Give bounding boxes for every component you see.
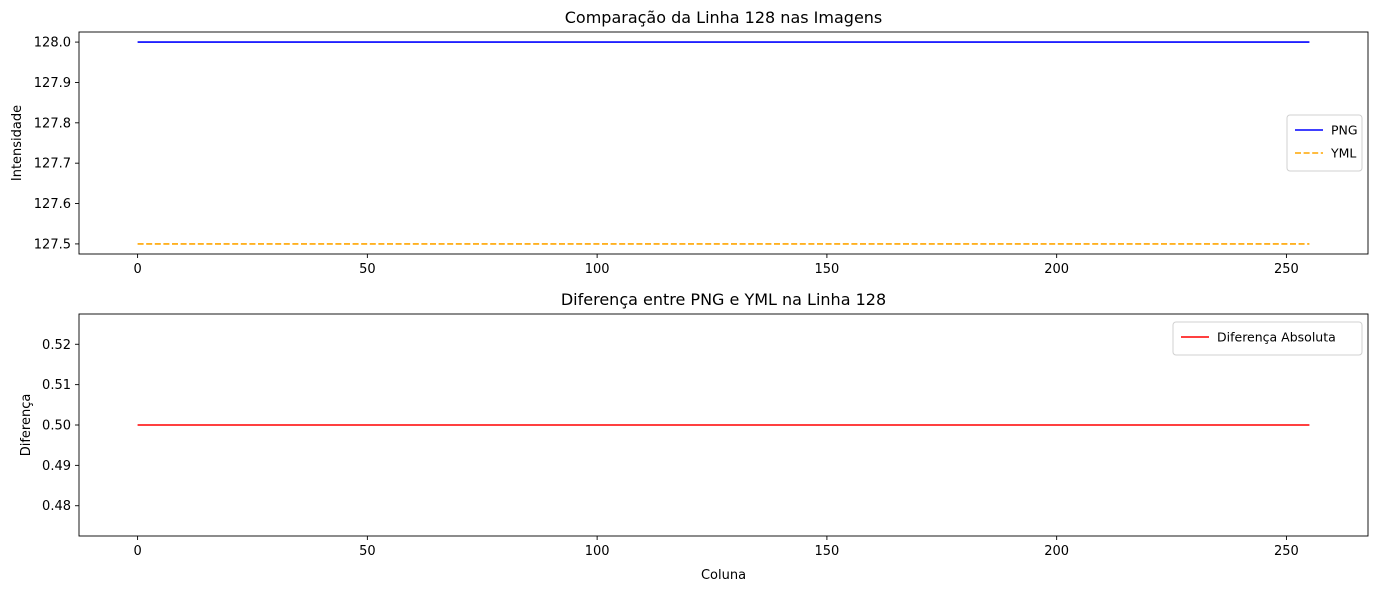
y-tick-label: 127.7 (34, 157, 71, 172)
legend-label: Diferença Absoluta (1217, 330, 1336, 345)
x-tick-label: 50 (359, 262, 376, 277)
x-tick-label: 200 (1044, 544, 1069, 559)
y-tick-label: 127.9 (34, 76, 71, 91)
y-tick-label: 128.0 (34, 36, 71, 51)
x-tick-label: 200 (1044, 262, 1069, 277)
chart-title: Comparação da Linha 128 nas Imagens (565, 8, 883, 27)
y-tick-label: 0.48 (42, 499, 71, 514)
chart-title: Diferença entre PNG e YML na Linha 128 (561, 290, 886, 309)
axes-frame (78, 31, 1369, 255)
y-tick-label: 127.6 (34, 197, 71, 212)
x-tick-label: 250 (1274, 544, 1299, 559)
y-tick-label: 0.52 (42, 338, 71, 353)
x-tick-label: 250 (1274, 262, 1299, 277)
y-tick-label: 0.50 (42, 419, 71, 434)
x-tick-label: 0 (133, 262, 141, 277)
y-tick-label: 0.49 (42, 459, 71, 474)
y-axis-label: Diferença (19, 394, 34, 457)
legend-box (1286, 114, 1363, 172)
y-tick-label: 127.5 (34, 237, 71, 252)
legend: PNG YML (1286, 114, 1363, 172)
chart-panel-1: Comparação da Linha 128 nas Imagens 0 50 10… (10, 8, 1369, 277)
y-tick-label: 127.8 (34, 116, 71, 131)
y-tick-label: 0.51 (42, 378, 71, 393)
x-tick-label: 150 (814, 544, 839, 559)
legend-label: PNG (1331, 123, 1358, 138)
x-axis-label: Coluna (701, 568, 746, 583)
chart-panel-2: Diferença entre PNG e YML na Linha 128 0 5… (19, 290, 1369, 583)
x-tick-label: 100 (585, 544, 610, 559)
x-tick-label: 150 (814, 262, 839, 277)
x-tick-label: 50 (359, 544, 376, 559)
x-tick-label: 0 (133, 544, 141, 559)
legend-box (1172, 321, 1363, 356)
x-tick-label: 100 (585, 262, 610, 277)
legend-label: YML (1330, 146, 1356, 161)
legend: Diferença Absoluta (1172, 321, 1363, 356)
y-axis-label: Intensidade (10, 105, 25, 181)
